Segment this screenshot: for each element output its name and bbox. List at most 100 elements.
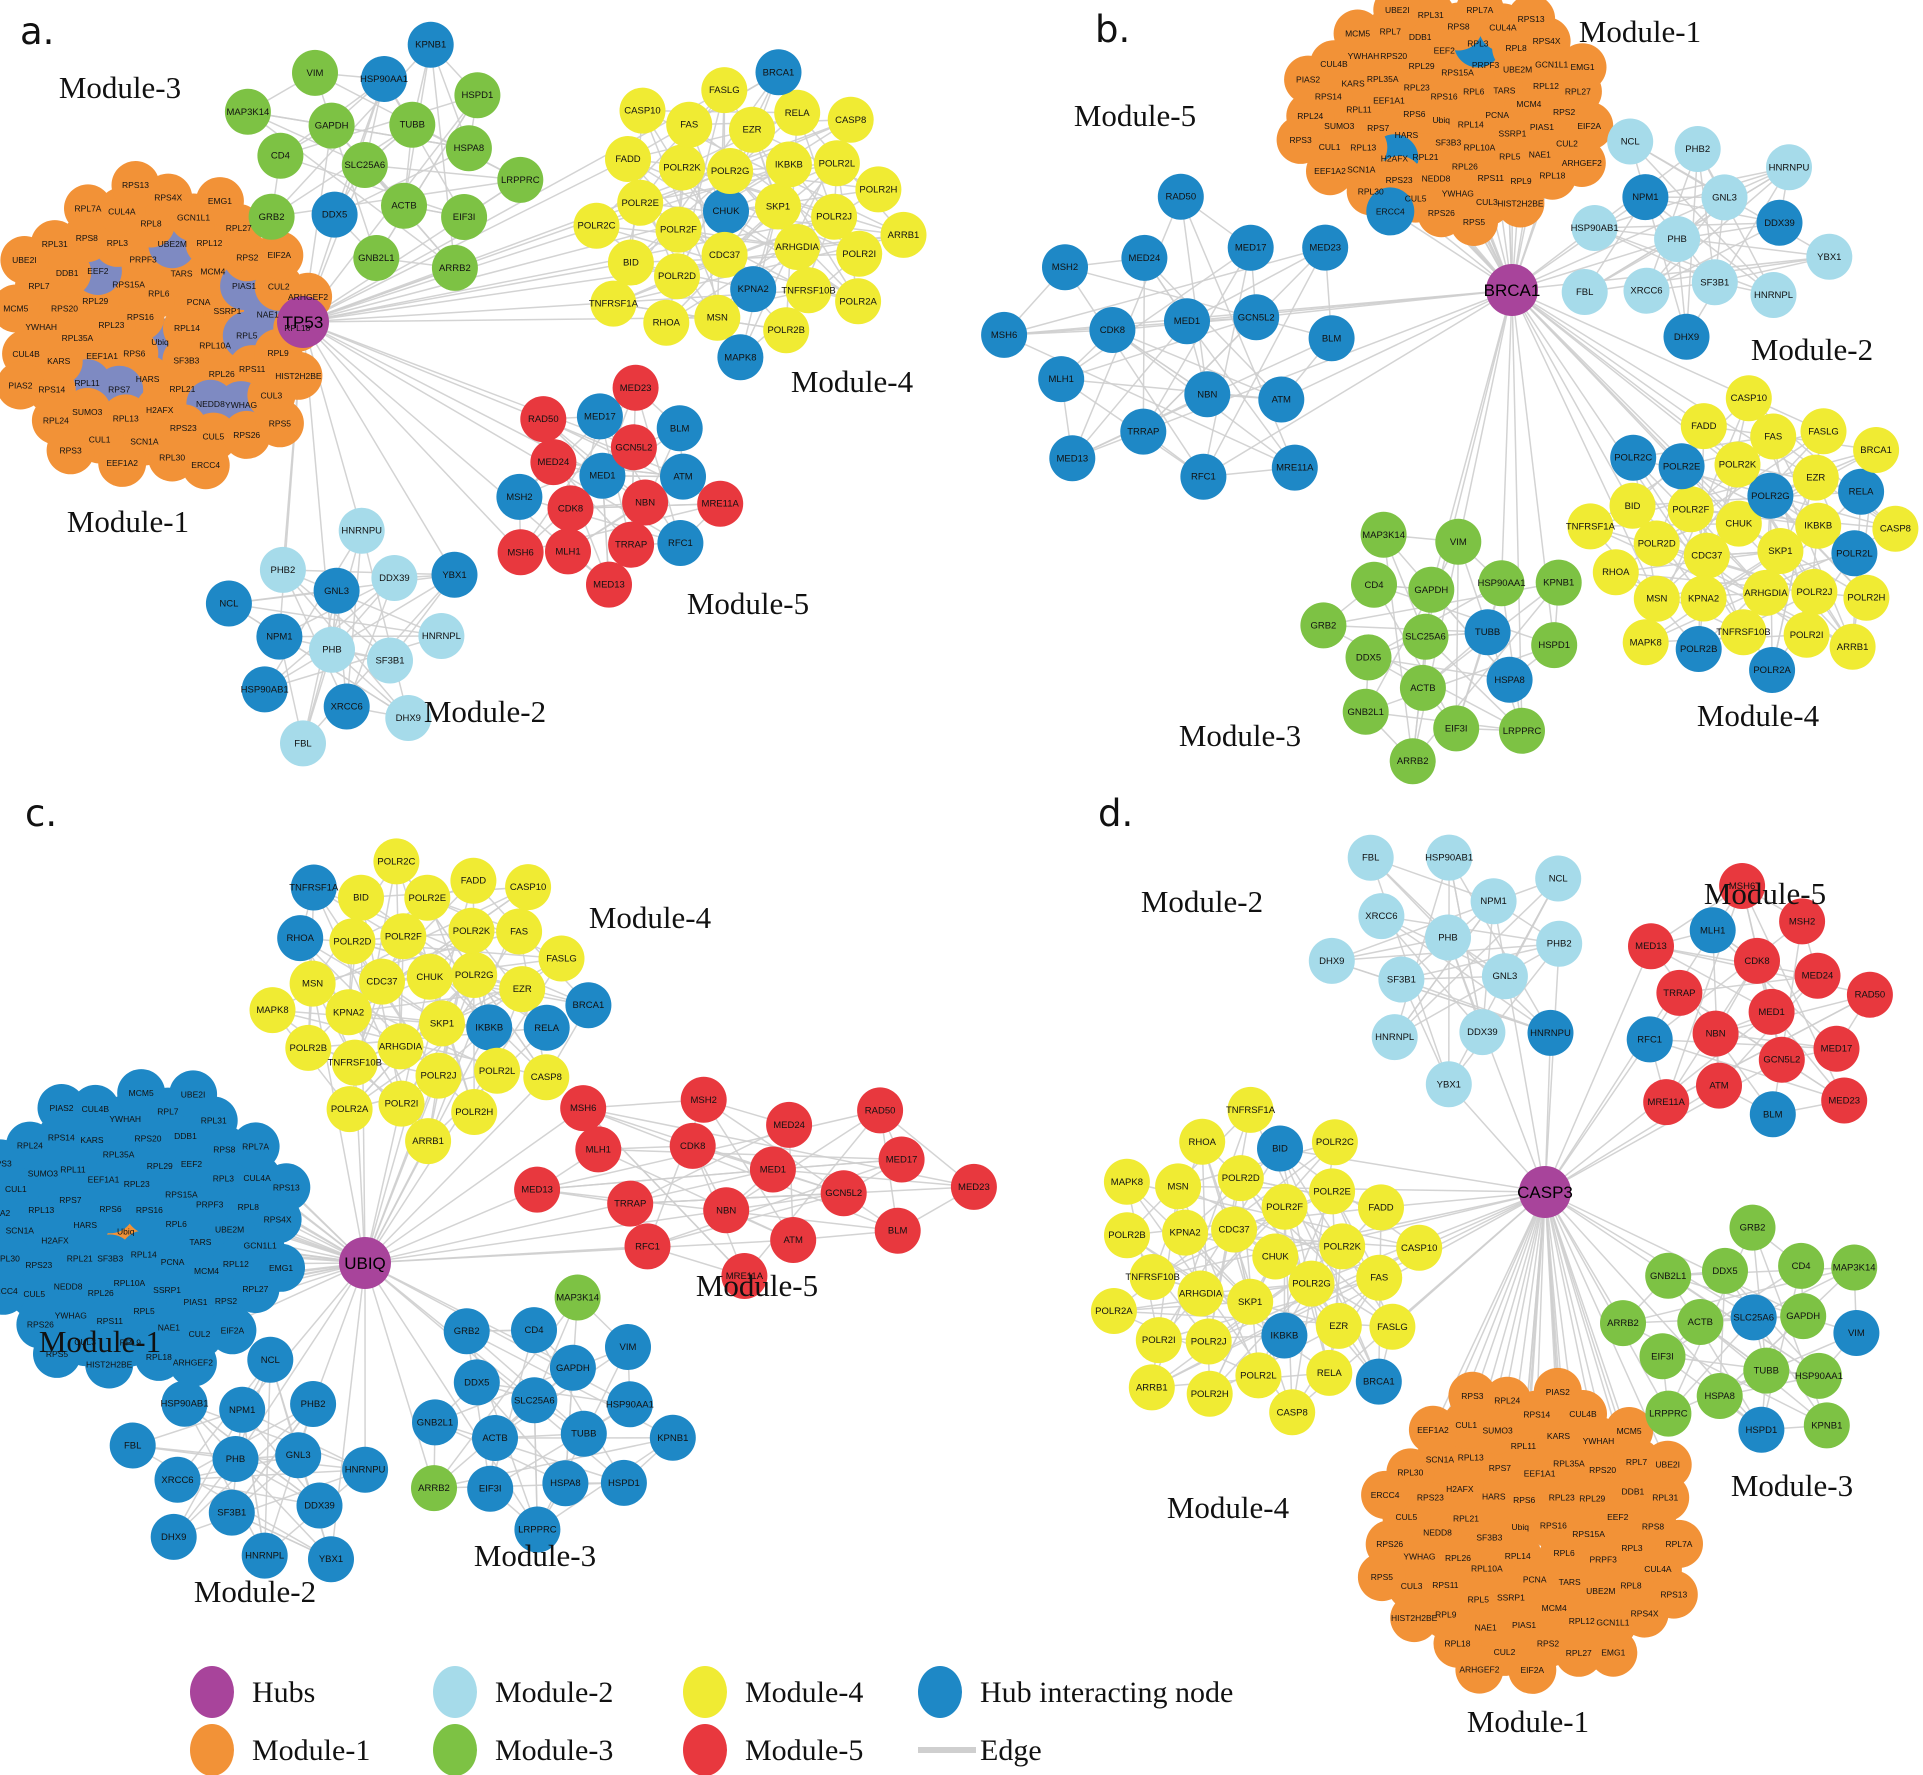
node-RPS13[interactable]	[262, 1163, 311, 1212]
node-FBL[interactable]	[280, 720, 326, 767]
node-POLR2B[interactable]	[1104, 1212, 1150, 1259]
node-DDX5[interactable]	[311, 191, 358, 238]
node-TRRAP[interactable]	[1656, 969, 1703, 1016]
node-RAD50[interactable]	[1846, 971, 1893, 1018]
node-MED13[interactable]	[586, 561, 632, 608]
node-FASLG[interactable]	[538, 935, 585, 982]
node-POLR2E[interactable]	[1309, 1168, 1356, 1215]
node-YBX1[interactable]	[431, 551, 478, 598]
node-MED13[interactable]	[514, 1166, 561, 1213]
node-LRPPRC[interactable]	[497, 156, 544, 203]
node-YBX1[interactable]	[1806, 233, 1853, 280]
node-GNB2L1[interactable]	[1645, 1252, 1692, 1299]
node-UBE2I[interactable]	[169, 1070, 218, 1119]
node-TNFRSF10B[interactable]	[1720, 609, 1767, 656]
node-MRE11A[interactable]	[721, 1253, 768, 1299]
node-POLR2I[interactable]	[378, 1080, 425, 1127]
node-GCN5L2[interactable]	[610, 424, 657, 471]
node-UBE2I[interactable]	[1643, 1440, 1692, 1489]
node-TUBB[interactable]	[560, 1410, 607, 1457]
node-POLR2F[interactable]	[380, 913, 427, 960]
node-ARRB1[interactable]	[880, 211, 927, 258]
node-BID[interactable]	[338, 874, 384, 921]
node-EMG1[interactable]	[195, 177, 244, 226]
node-MED17[interactable]	[576, 393, 623, 440]
node-ARRB2[interactable]	[431, 244, 478, 291]
node-RPS5[interactable]	[255, 399, 304, 448]
node-POLR2D[interactable]	[329, 918, 376, 965]
node-HNRNPL[interactable]	[1750, 272, 1797, 318]
node-DDX5[interactable]	[1345, 634, 1392, 681]
node-HSPA8[interactable]	[542, 1460, 589, 1507]
node-MAPK8[interactable]	[1103, 1158, 1150, 1205]
node-RPS5[interactable]	[33, 1329, 81, 1378]
node-DDX5[interactable]	[1702, 1247, 1748, 1294]
node-FADD[interactable]	[1680, 403, 1727, 450]
node-POLR2I[interactable]	[1135, 1317, 1182, 1364]
node-KPNA2[interactable]	[1162, 1209, 1209, 1256]
node-MAPK8[interactable]	[249, 987, 296, 1034]
node-MED17[interactable]	[878, 1136, 925, 1183]
node-POLR2K[interactable]	[1714, 441, 1761, 488]
node-POLR2K[interactable]	[1319, 1223, 1366, 1270]
node-RAD50[interactable]	[1157, 173, 1204, 220]
node-BLM[interactable]	[1749, 1091, 1796, 1138]
node-TNFRSF10B[interactable]	[785, 267, 832, 314]
node-GNB2L1[interactable]	[353, 235, 400, 281]
node-ACTB[interactable]	[1399, 664, 1446, 711]
node-EMG1[interactable]	[1558, 43, 1607, 92]
node-RAD50[interactable]	[857, 1087, 904, 1134]
node-MED13[interactable]	[1628, 923, 1674, 970]
node-MED17[interactable]	[1227, 224, 1274, 271]
node-GNL3[interactable]	[275, 1432, 322, 1479]
node-HIST2H2BE[interactable]	[1390, 1594, 1439, 1643]
node-ARRB1[interactable]	[1829, 623, 1876, 670]
node-MAP3K14[interactable]	[1360, 511, 1407, 558]
node-HSPD1[interactable]	[1531, 622, 1578, 669]
node-MED23[interactable]	[950, 1163, 997, 1210]
node-PHB[interactable]	[212, 1436, 259, 1482]
node-NCL[interactable]	[205, 580, 252, 627]
node-ARHGEF2[interactable]	[1455, 1645, 1504, 1694]
node-GRB2[interactable]	[1729, 1204, 1776, 1251]
node-KPNB1[interactable]	[1803, 1402, 1850, 1449]
node-POLR2B[interactable]	[285, 1024, 332, 1071]
node-RPL7A[interactable]	[231, 1122, 280, 1171]
node-POLR2G[interactable]	[707, 148, 754, 194]
node-HSPA8[interactable]	[445, 125, 492, 172]
node-LRPPRC[interactable]	[1645, 1390, 1692, 1437]
node-GNB2L1[interactable]	[412, 1399, 458, 1446]
node-POLR2H[interactable]	[1843, 574, 1890, 621]
node-POLR2A[interactable]	[1090, 1288, 1137, 1334]
node-RHOA[interactable]	[277, 915, 324, 962]
hub-node-TP53[interactable]	[277, 296, 329, 348]
node-POLR2L[interactable]	[1235, 1352, 1282, 1399]
node-GCN5L2[interactable]	[1758, 1036, 1805, 1083]
node-GRB2[interactable]	[1300, 602, 1347, 649]
node-RPS13[interactable]	[1649, 1570, 1698, 1619]
node-BID[interactable]	[1257, 1125, 1303, 1172]
node-FBL[interactable]	[1561, 269, 1608, 315]
node-POLR2H[interactable]	[1186, 1370, 1233, 1417]
node-YBX1[interactable]	[1425, 1061, 1472, 1108]
node-NBN[interactable]	[1692, 1010, 1739, 1057]
node-POLR2I[interactable]	[836, 230, 883, 277]
node-RPS3[interactable]	[0, 1139, 25, 1188]
node-FADD[interactable]	[1358, 1184, 1404, 1231]
node-ARRB2[interactable]	[411, 1465, 457, 1512]
node-PIAS2[interactable]	[1533, 1367, 1582, 1416]
node-CDK8[interactable]	[669, 1122, 716, 1169]
node-HNRNPU[interactable]	[1766, 144, 1812, 191]
node-FADD[interactable]	[605, 136, 651, 182]
node-SKP1[interactable]	[419, 1000, 465, 1047]
node-CHUK[interactable]	[1252, 1233, 1299, 1280]
node-MED13[interactable]	[1049, 435, 1096, 482]
node-GNL3[interactable]	[1481, 953, 1528, 1000]
node-POLR2J[interactable]	[1791, 568, 1838, 615]
node-ERCC4[interactable]	[1361, 1470, 1410, 1519]
node-ARHGDIA[interactable]	[377, 1023, 424, 1070]
node-MRE11A[interactable]	[1643, 1079, 1690, 1126]
node-RHOA[interactable]	[1179, 1118, 1226, 1165]
node-MED23[interactable]	[1821, 1077, 1868, 1124]
node-BLM[interactable]	[874, 1207, 921, 1254]
